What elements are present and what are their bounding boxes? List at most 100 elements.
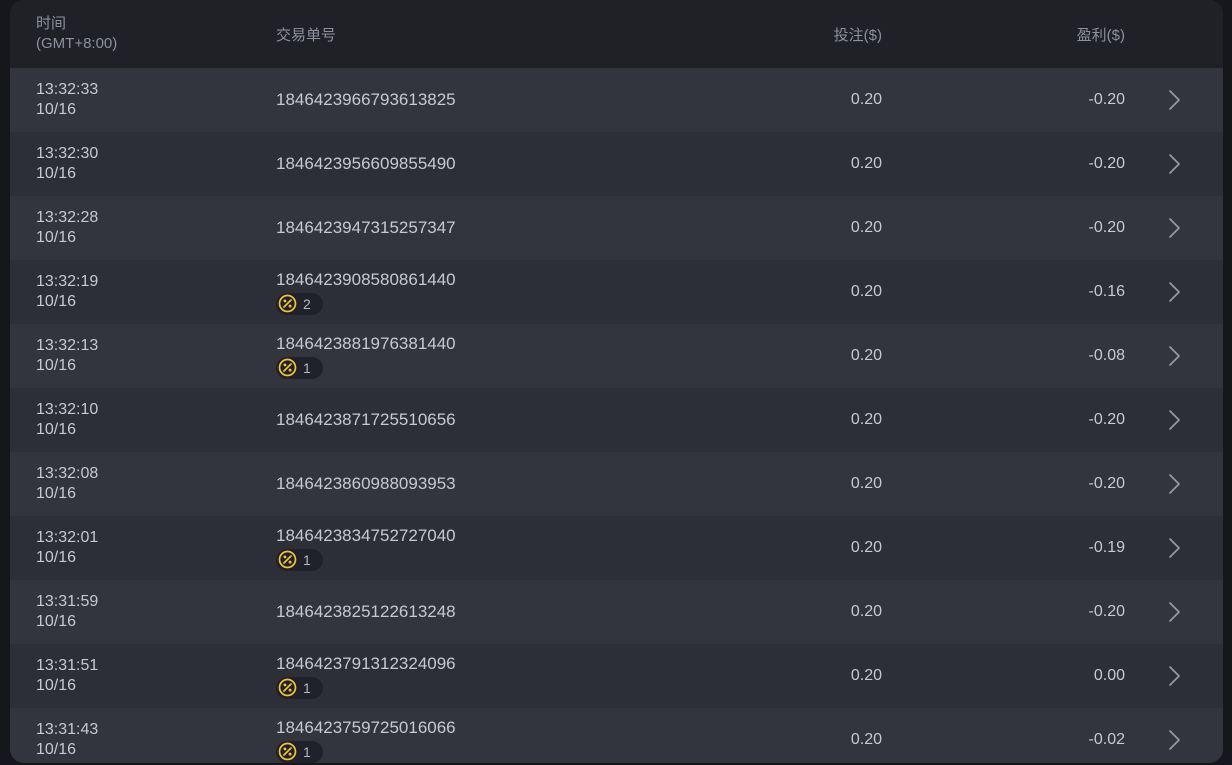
table-row[interactable]: 13:31:59 10/16 1846423825122613248 0.20 … bbox=[10, 580, 1223, 644]
row-transaction-id: 1846423908580861440 bbox=[276, 269, 456, 289]
row-bet: 0.20 bbox=[850, 411, 882, 428]
header-bet: 投注($) bbox=[662, 24, 882, 45]
round-count-badge: 1 bbox=[276, 356, 323, 379]
chevron-right-icon[interactable] bbox=[1164, 663, 1184, 689]
round-count-value: 1 bbox=[303, 679, 311, 696]
cell-time: 13:32:19 10/16 bbox=[10, 272, 276, 312]
row-transaction-id: 1846423871725510656 bbox=[276, 410, 456, 429]
chevron-right-icon[interactable] bbox=[1164, 727, 1184, 753]
row-profit: -0.08 bbox=[1088, 347, 1125, 364]
round-count-value: 2 bbox=[303, 295, 311, 312]
cell-chevron bbox=[1125, 279, 1223, 305]
percent-circle-icon bbox=[278, 550, 297, 569]
header-time: 时间 (GMT+8:00) bbox=[10, 14, 276, 54]
row-bet: 0.20 bbox=[850, 283, 882, 300]
cell-time: 13:32:33 10/16 bbox=[10, 80, 276, 120]
row-transaction-id: 1846423860988093953 bbox=[276, 474, 456, 493]
table-row[interactable]: 13:32:28 10/16 1846423947315257347 0.20 … bbox=[10, 196, 1223, 260]
round-count-badge: 1 bbox=[276, 740, 323, 763]
row-date: 10/16 bbox=[36, 741, 77, 758]
round-count-value: 1 bbox=[303, 743, 311, 760]
cell-profit: -0.20 bbox=[882, 603, 1125, 621]
row-date: 10/16 bbox=[36, 293, 77, 310]
row-bet: 0.20 bbox=[850, 731, 882, 748]
table-row[interactable]: 13:32:30 10/16 1846423956609855490 0.20 … bbox=[10, 132, 1223, 196]
table-row[interactable]: 13:31:51 10/16 1846423791312324096 1 0.2… bbox=[10, 644, 1223, 708]
table-body: 13:32:33 10/16 1846423966793613825 0.20 … bbox=[10, 68, 1223, 763]
row-time: 13:32:28 bbox=[36, 209, 99, 226]
table-header: 时间 (GMT+8:00) 交易单号 投注($) 盈利($) bbox=[10, 0, 1223, 68]
cell-time: 13:32:01 10/16 bbox=[10, 528, 276, 568]
round-count-value: 1 bbox=[303, 551, 311, 568]
chevron-right-icon[interactable] bbox=[1164, 215, 1184, 241]
table-row[interactable]: 13:32:08 10/16 1846423860988093953 0.20 … bbox=[10, 452, 1223, 516]
row-bet: 0.20 bbox=[850, 347, 882, 364]
row-profit: -0.20 bbox=[1088, 411, 1125, 428]
percent-circle-icon bbox=[278, 678, 297, 697]
row-bet: 0.20 bbox=[850, 539, 882, 556]
chevron-right-icon[interactable] bbox=[1164, 151, 1184, 177]
cell-profit: -0.20 bbox=[882, 91, 1125, 109]
transactions-table: 时间 (GMT+8:00) 交易单号 投注($) 盈利($) 13:32:33 … bbox=[10, 0, 1223, 763]
row-date: 10/16 bbox=[36, 677, 77, 694]
header-transaction-id: 交易单号 bbox=[276, 24, 662, 45]
chevron-right-icon[interactable] bbox=[1164, 87, 1184, 113]
row-transaction-id: 1846423966793613825 bbox=[276, 90, 456, 109]
cell-transaction: 1846423825122613248 bbox=[276, 602, 662, 622]
cell-bet: 0.20 bbox=[662, 667, 882, 685]
chevron-right-icon[interactable] bbox=[1164, 343, 1184, 369]
table-row[interactable]: 13:32:33 10/16 1846423966793613825 0.20 … bbox=[10, 68, 1223, 132]
row-date: 10/16 bbox=[36, 549, 77, 566]
table-row[interactable]: 13:31:43 10/16 1846423759725016066 1 0.2… bbox=[10, 708, 1223, 763]
cell-profit: -0.19 bbox=[882, 539, 1125, 557]
chevron-right-icon[interactable] bbox=[1164, 535, 1184, 561]
cell-time: 13:32:10 10/16 bbox=[10, 400, 276, 440]
header-transaction-label: 交易单号 bbox=[276, 26, 337, 44]
cell-profit: -0.16 bbox=[882, 283, 1125, 301]
row-transaction-id: 1846423947315257347 bbox=[276, 218, 456, 237]
cell-time: 13:31:43 10/16 bbox=[10, 720, 276, 760]
cell-profit: -0.02 bbox=[882, 731, 1125, 749]
chevron-right-icon[interactable] bbox=[1164, 599, 1184, 625]
cell-transaction: 1846423759725016066 1 bbox=[276, 718, 662, 763]
cell-transaction: 1846423871725510656 bbox=[276, 410, 662, 430]
cell-profit: -0.20 bbox=[882, 155, 1125, 173]
cell-chevron bbox=[1125, 727, 1223, 753]
cell-transaction: 1846423908580861440 2 bbox=[276, 270, 662, 315]
cell-transaction: 1846423881976381440 1 bbox=[276, 334, 662, 379]
row-bet: 0.20 bbox=[850, 603, 882, 620]
round-count-value: 1 bbox=[303, 359, 311, 376]
row-transaction-id: 1846423956609855490 bbox=[276, 154, 456, 173]
row-profit: -0.20 bbox=[1088, 155, 1125, 172]
row-date: 10/16 bbox=[36, 613, 77, 630]
cell-time: 13:31:51 10/16 bbox=[10, 656, 276, 696]
cell-chevron bbox=[1125, 663, 1223, 689]
cell-bet: 0.20 bbox=[662, 283, 882, 301]
row-date: 10/16 bbox=[36, 357, 77, 374]
table-row[interactable]: 13:32:19 10/16 1846423908580861440 2 0.2… bbox=[10, 260, 1223, 324]
round-count-badge: 2 bbox=[276, 292, 323, 315]
cell-bet: 0.20 bbox=[662, 731, 882, 749]
row-time: 13:32:19 bbox=[36, 273, 99, 290]
chevron-right-icon[interactable] bbox=[1164, 279, 1184, 305]
row-profit: -0.20 bbox=[1088, 603, 1125, 620]
chevron-right-icon[interactable] bbox=[1164, 471, 1184, 497]
row-profit: -0.02 bbox=[1088, 731, 1125, 748]
row-profit: -0.20 bbox=[1088, 219, 1125, 236]
chevron-right-icon[interactable] bbox=[1164, 407, 1184, 433]
table-row[interactable]: 13:32:10 10/16 1846423871725510656 0.20 … bbox=[10, 388, 1223, 452]
table-row[interactable]: 13:32:01 10/16 1846423834752727040 1 0.2… bbox=[10, 516, 1223, 580]
row-time: 13:32:30 bbox=[36, 145, 99, 162]
cell-profit: -0.20 bbox=[882, 411, 1125, 429]
row-profit: -0.20 bbox=[1088, 475, 1125, 492]
row-date: 10/16 bbox=[36, 101, 77, 118]
row-profit: -0.20 bbox=[1088, 91, 1125, 108]
header-profit-label: 盈利($) bbox=[1076, 26, 1125, 44]
cell-transaction: 1846423966793613825 bbox=[276, 90, 662, 110]
cell-chevron bbox=[1125, 407, 1223, 433]
table-row[interactable]: 13:32:13 10/16 1846423881976381440 1 0.2… bbox=[10, 324, 1223, 388]
row-bet: 0.20 bbox=[850, 667, 882, 684]
header-timezone-label: (GMT+8:00) bbox=[36, 35, 118, 52]
row-date: 10/16 bbox=[36, 421, 77, 438]
cell-chevron bbox=[1125, 599, 1223, 625]
